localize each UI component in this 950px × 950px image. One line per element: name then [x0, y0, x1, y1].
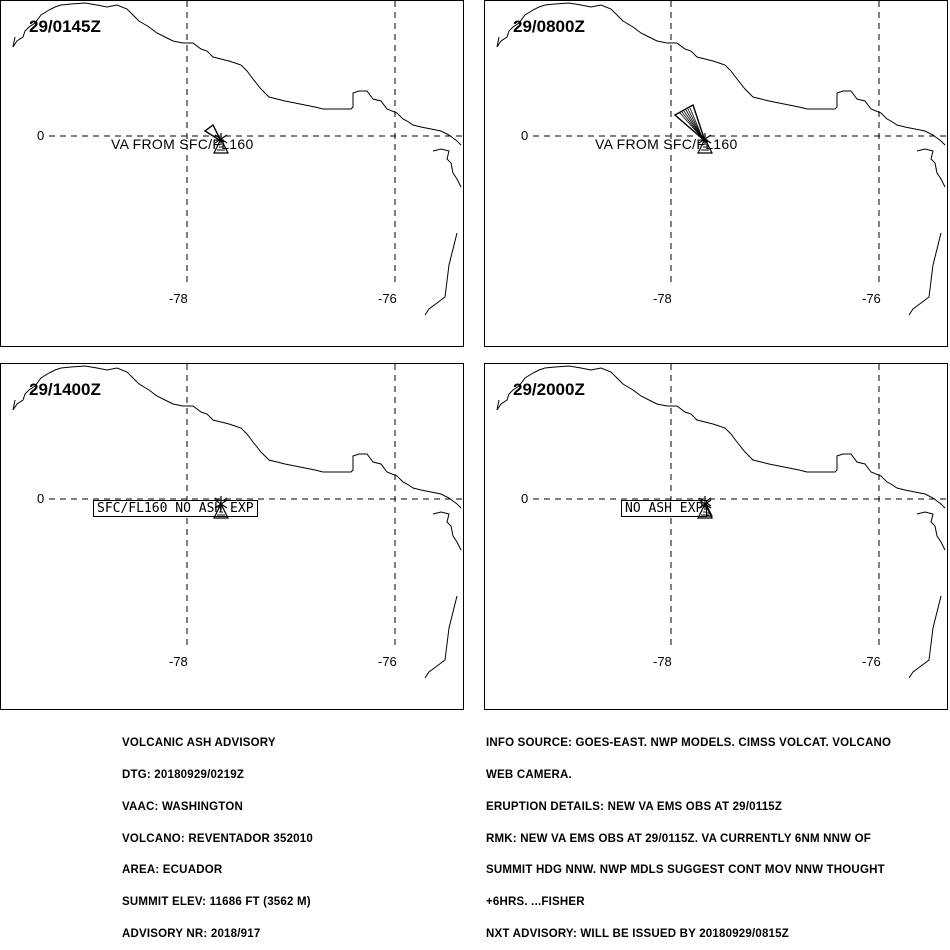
volcano-icon [697, 133, 713, 154]
remarks-line: WEB CAMERA. [486, 768, 572, 781]
remarks-line: SUMMIT HDG NNW. NWP MDLS SUGGEST CONT MO… [486, 864, 885, 877]
volcano-icon [697, 498, 713, 519]
valid-time-label: 29/1400Z [29, 380, 101, 399]
map-svg [12, 1, 463, 316]
ash-extent-label: NO ASH EXP [621, 500, 708, 517]
longitude-label: -76 [378, 291, 397, 306]
forecast-panel-0145z: 29/0145Z 0 -78 -76 VA FROM SFC/FL160 [0, 0, 464, 347]
coastline [496, 365, 946, 509]
valid-time-label: 29/2000Z [513, 380, 585, 399]
coastline [916, 148, 946, 188]
longitude-label: -76 [862, 654, 881, 669]
map-svg [496, 1, 947, 316]
coastline [424, 232, 458, 316]
coastline [424, 595, 458, 679]
coastline [908, 232, 942, 316]
advisory-line: VOLCANIC ASH ADVISORY [122, 737, 276, 750]
longitude-label: -76 [862, 291, 881, 306]
volcano-overlay [213, 498, 229, 519]
longitude-label: -78 [169, 654, 188, 669]
latitude-label: 0 [521, 491, 529, 506]
advisory-header-block: VOLCANIC ASH ADVISORY DTG: 20180929/0219… [122, 717, 313, 950]
coastline [432, 511, 462, 551]
ash-cloud-polygon [203, 123, 223, 143]
remarks-line: +6HRS. ...FISHER [486, 896, 585, 909]
remarks-line: INFO SOURCE: GOES-EAST. NWP MODELS. CIMS… [486, 737, 892, 750]
ash-extent-label: VA FROM SFC/FL160 [111, 136, 254, 152]
remarks-line: ERUPTION DETAILS: NEW VA EMS OBS AT 29/0… [486, 800, 783, 813]
longitude-label: -78 [653, 291, 672, 306]
map-svg [496, 364, 947, 679]
volcano-overlay [697, 498, 713, 519]
forecast-panel-2000z: 29/2000Z 0 -78 -76 NO ASH EXP [484, 363, 948, 710]
latitude-label: 0 [37, 491, 45, 506]
advisory-line: SUMMIT ELEV: 11686 FT (3562 M) [122, 896, 311, 909]
latitude-label: 0 [37, 128, 45, 143]
coastline [432, 148, 462, 188]
advisory-line: VAAC: WASHINGTON [122, 800, 243, 813]
coastline [12, 2, 462, 146]
remarks-line: RMK: NEW VA EMS OBS AT 29/0115Z. VA CURR… [486, 832, 871, 845]
volcano-icon [213, 133, 229, 154]
coastline [908, 595, 942, 679]
forecast-panel-1400z: 29/1400Z 0 -78 -76 SFC/FL160 NO ASH EXP [0, 363, 464, 710]
forecast-panel-0800z: 29/0800Z 0 -78 -76 VA FROM SFC/FL160 [484, 0, 948, 347]
volcano-icon [213, 498, 229, 519]
longitude-label: -78 [653, 654, 672, 669]
remarks-line: NXT ADVISORY: WILL BE ISSUED BY 20180929… [486, 927, 789, 940]
valid-time-label: 29/0145Z [29, 17, 101, 36]
ash-cloud-polygon [673, 103, 707, 144]
ash-extent-label: VA FROM SFC/FL160 [595, 136, 738, 152]
valid-time-label: 29/0800Z [513, 17, 585, 36]
coastline [12, 365, 462, 509]
latitude-label: 0 [521, 128, 529, 143]
coastline [916, 511, 946, 551]
longitude-label: -76 [378, 654, 397, 669]
advisory-line: ADVISORY NR: 2018/917 [122, 927, 261, 940]
advisory-line: DTG: 20180929/0219Z [122, 768, 245, 781]
advisory-remarks-block: INFO SOURCE: GOES-EAST. NWP MODELS. CIMS… [486, 717, 891, 950]
coastline [496, 2, 946, 146]
longitude-label: -78 [169, 291, 188, 306]
advisory-line: VOLCANO: REVENTADOR 352010 [122, 832, 313, 845]
advisory-line: AREA: ECUADOR [122, 864, 223, 877]
